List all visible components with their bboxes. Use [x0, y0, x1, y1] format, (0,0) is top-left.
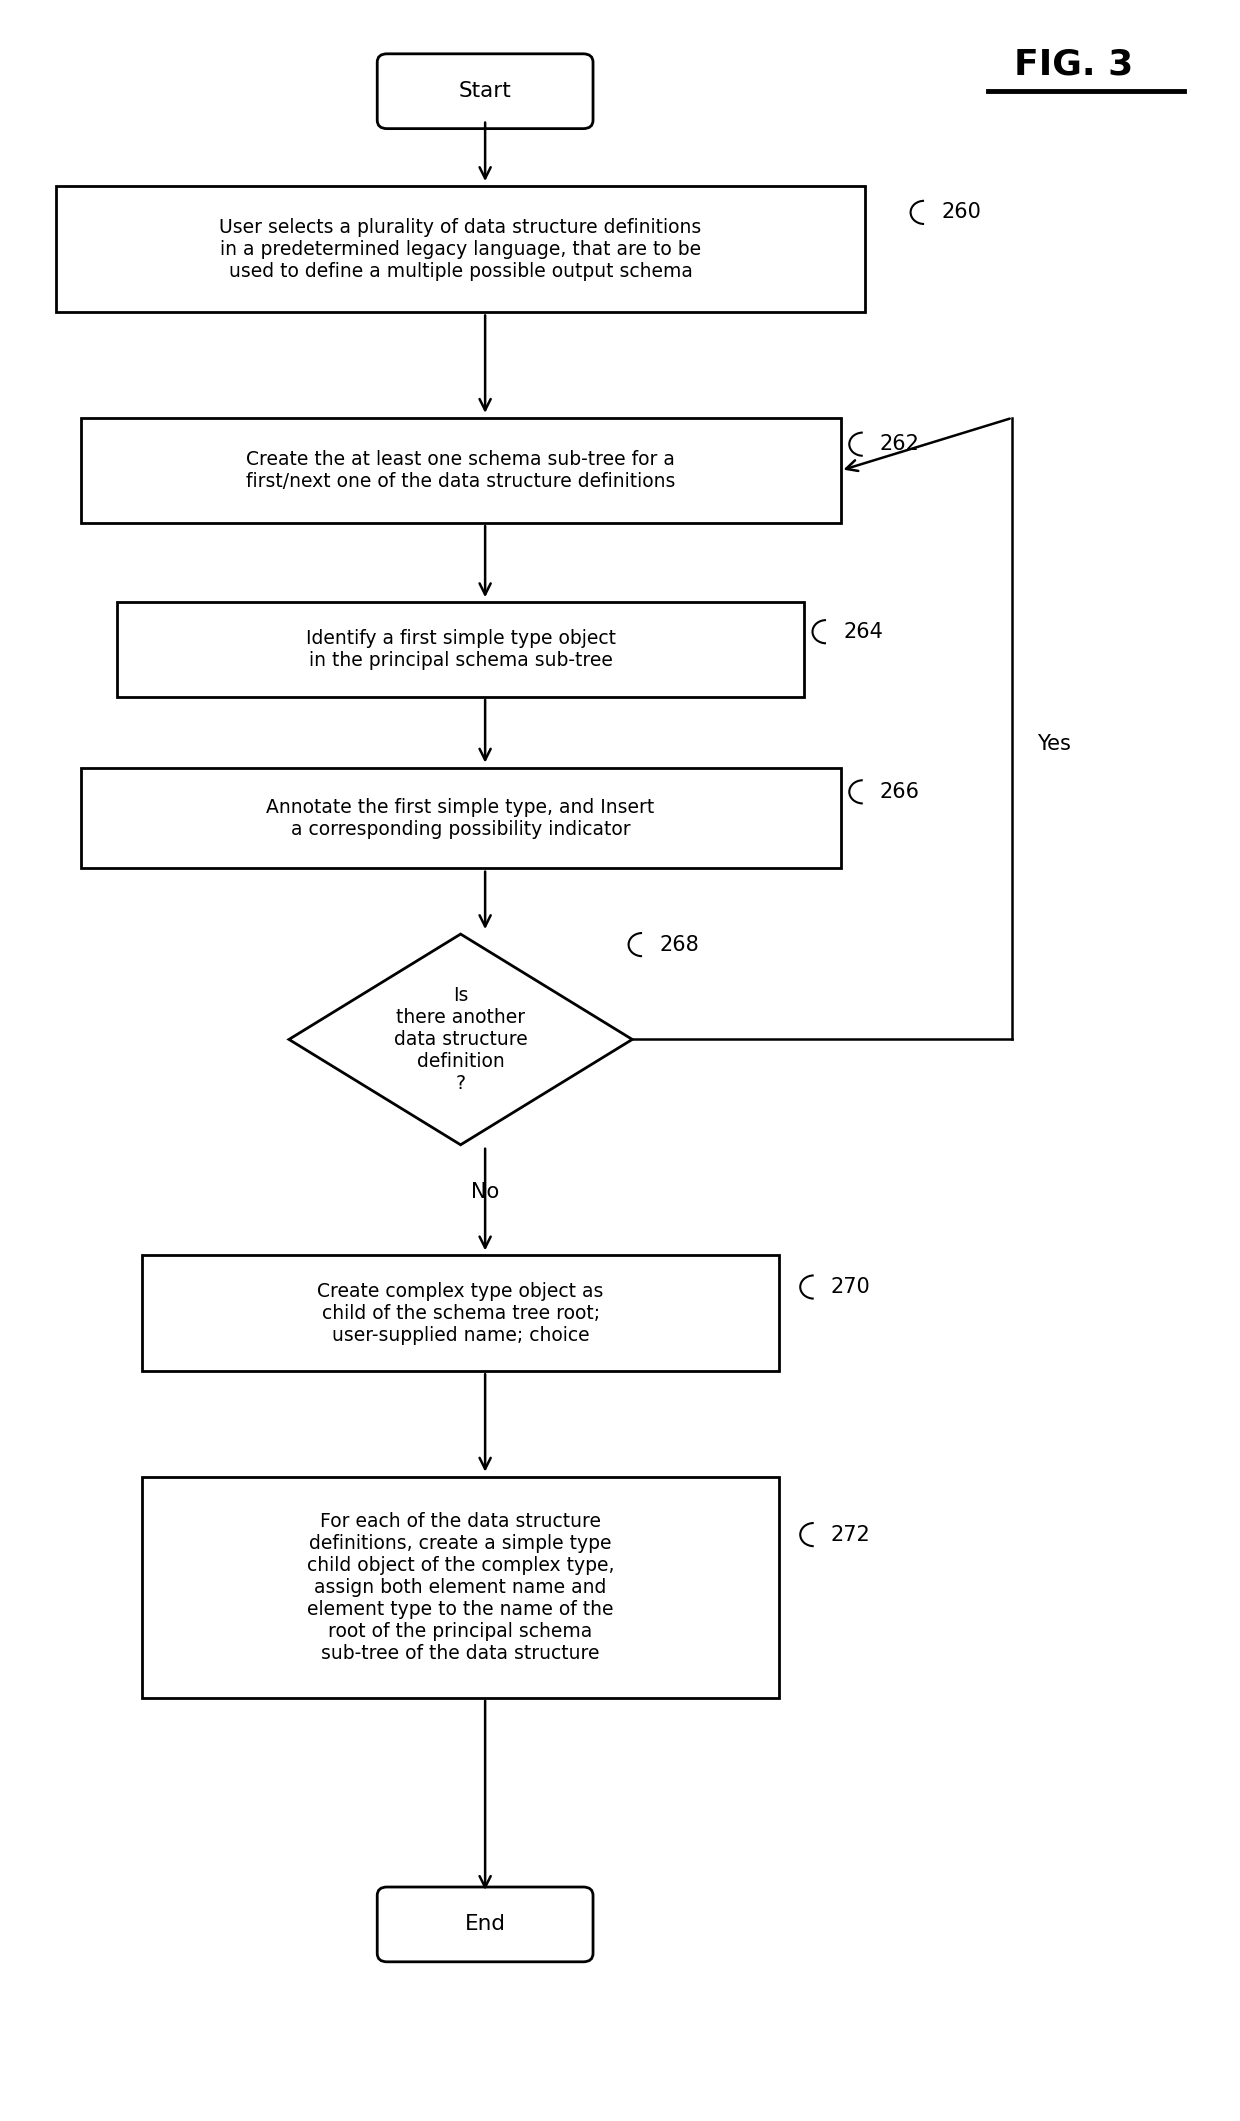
Text: Annotate the first simple type, and Insert
a corresponding possibility indicator: Annotate the first simple type, and Inse… — [267, 797, 655, 838]
Text: Yes: Yes — [1037, 734, 1071, 755]
FancyBboxPatch shape — [141, 1256, 780, 1372]
FancyBboxPatch shape — [377, 53, 593, 129]
FancyBboxPatch shape — [118, 602, 804, 698]
FancyBboxPatch shape — [56, 187, 866, 312]
Text: Identify a first simple type object
in the principal schema sub-tree: Identify a first simple type object in t… — [305, 630, 615, 670]
Text: 270: 270 — [831, 1277, 870, 1298]
FancyBboxPatch shape — [141, 1476, 780, 1699]
Text: FIG. 3: FIG. 3 — [1014, 49, 1133, 83]
Text: Start: Start — [459, 81, 512, 102]
Text: Create the at least one schema sub-tree for a
first/next one of the data structu: Create the at least one schema sub-tree … — [246, 450, 676, 490]
Text: 264: 264 — [843, 621, 883, 643]
Polygon shape — [289, 933, 632, 1145]
Text: 266: 266 — [880, 783, 920, 802]
Text: 262: 262 — [880, 435, 920, 454]
Text: 260: 260 — [941, 201, 981, 223]
FancyBboxPatch shape — [81, 418, 841, 524]
Text: End: End — [465, 1915, 506, 1934]
Text: Create complex type object as
child of the schema tree root;
user-supplied name;: Create complex type object as child of t… — [317, 1281, 604, 1345]
FancyBboxPatch shape — [377, 1888, 593, 1962]
Text: For each of the data structure
definitions, create a simple type
child object of: For each of the data structure definitio… — [306, 1512, 614, 1663]
Text: User selects a plurality of data structure definitions
in a predetermined legacy: User selects a plurality of data structu… — [219, 218, 702, 280]
Text: No: No — [471, 1181, 500, 1203]
Text: 272: 272 — [831, 1525, 870, 1544]
Text: 268: 268 — [660, 935, 699, 954]
Text: Is
there another
data structure
definition
?: Is there another data structure definiti… — [394, 986, 527, 1092]
FancyBboxPatch shape — [81, 768, 841, 867]
